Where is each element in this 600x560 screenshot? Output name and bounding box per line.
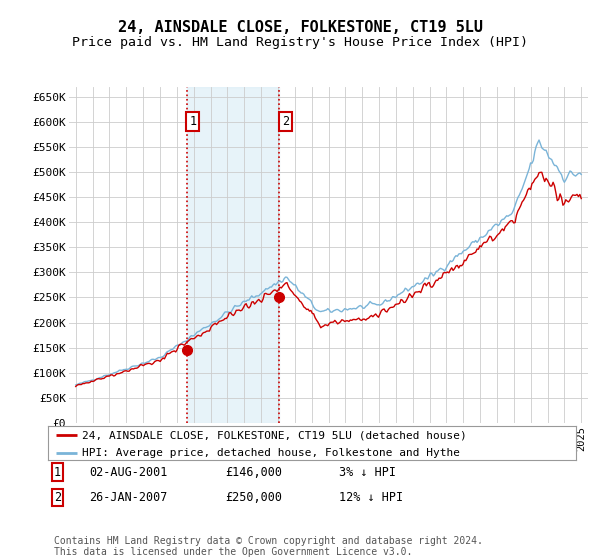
Text: 1: 1 xyxy=(189,115,196,128)
Text: 3% ↓ HPI: 3% ↓ HPI xyxy=(339,465,396,479)
Text: 1: 1 xyxy=(54,465,61,479)
Text: £250,000: £250,000 xyxy=(225,491,282,504)
Text: 02-AUG-2001: 02-AUG-2001 xyxy=(89,465,167,479)
Text: Contains HM Land Registry data © Crown copyright and database right 2024.
This d: Contains HM Land Registry data © Crown c… xyxy=(54,535,483,557)
Text: 24, AINSDALE CLOSE, FOLKESTONE, CT19 5LU: 24, AINSDALE CLOSE, FOLKESTONE, CT19 5LU xyxy=(118,20,482,35)
Text: Price paid vs. HM Land Registry's House Price Index (HPI): Price paid vs. HM Land Registry's House … xyxy=(72,36,528,49)
Text: 24, AINSDALE CLOSE, FOLKESTONE, CT19 5LU (detached house): 24, AINSDALE CLOSE, FOLKESTONE, CT19 5LU… xyxy=(82,430,467,440)
Text: 2: 2 xyxy=(54,491,61,504)
Text: £146,000: £146,000 xyxy=(225,465,282,479)
Text: HPI: Average price, detached house, Folkestone and Hythe: HPI: Average price, detached house, Folk… xyxy=(82,447,460,458)
Text: 2: 2 xyxy=(281,115,289,128)
Text: 12% ↓ HPI: 12% ↓ HPI xyxy=(339,491,403,504)
Bar xyxy=(187,87,279,423)
Text: 26-JAN-2007: 26-JAN-2007 xyxy=(89,491,167,504)
